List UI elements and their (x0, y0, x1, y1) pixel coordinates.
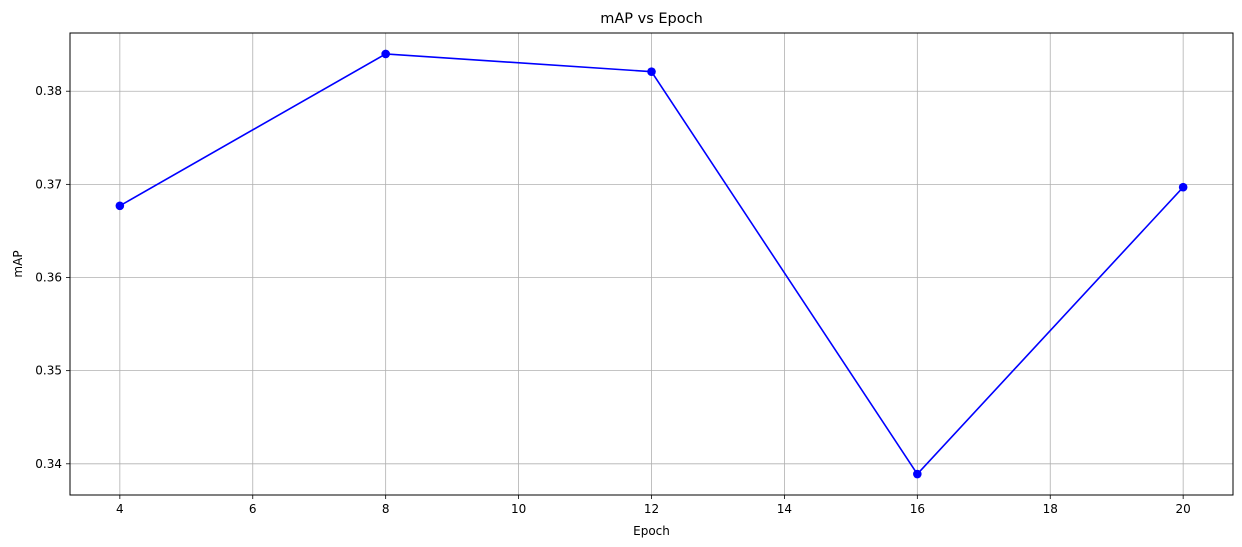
x-tick-label: 6 (249, 502, 257, 516)
data-point (381, 49, 390, 59)
x-tick-label: 16 (910, 502, 925, 516)
x-tick-label: 18 (1043, 502, 1058, 516)
x-tick-label: 8 (382, 502, 390, 516)
x-tick-label: 12 (644, 502, 659, 516)
data-point (913, 469, 922, 479)
data-point (115, 201, 125, 211)
axis-ticks: 4 6 8 10 12 14 16 18 20 0.34 0.35 0.36 0.37 0.38 (35, 84, 1191, 516)
data-point (1178, 182, 1188, 192)
y-axis-label: mAP (11, 250, 25, 277)
grid-lines (70, 33, 1233, 495)
y-tick-label: 0.35 (35, 364, 62, 378)
y-tick-label: 0.34 (35, 457, 62, 471)
x-tick-label: 4 (116, 502, 124, 516)
x-tick-label: 14 (777, 502, 792, 516)
data-point (647, 67, 656, 76)
y-tick-label: 0.37 (35, 177, 62, 191)
x-tick-label: 20 (1176, 502, 1191, 516)
series-layer (115, 49, 1188, 479)
y-tick-label: 0.38 (35, 84, 62, 98)
y-tick-label: 0.36 (35, 271, 62, 285)
x-tick-label: 10 (511, 502, 526, 516)
x-axis-label: Epoch (633, 524, 670, 538)
chart-title: mAP vs Epoch (600, 11, 703, 27)
